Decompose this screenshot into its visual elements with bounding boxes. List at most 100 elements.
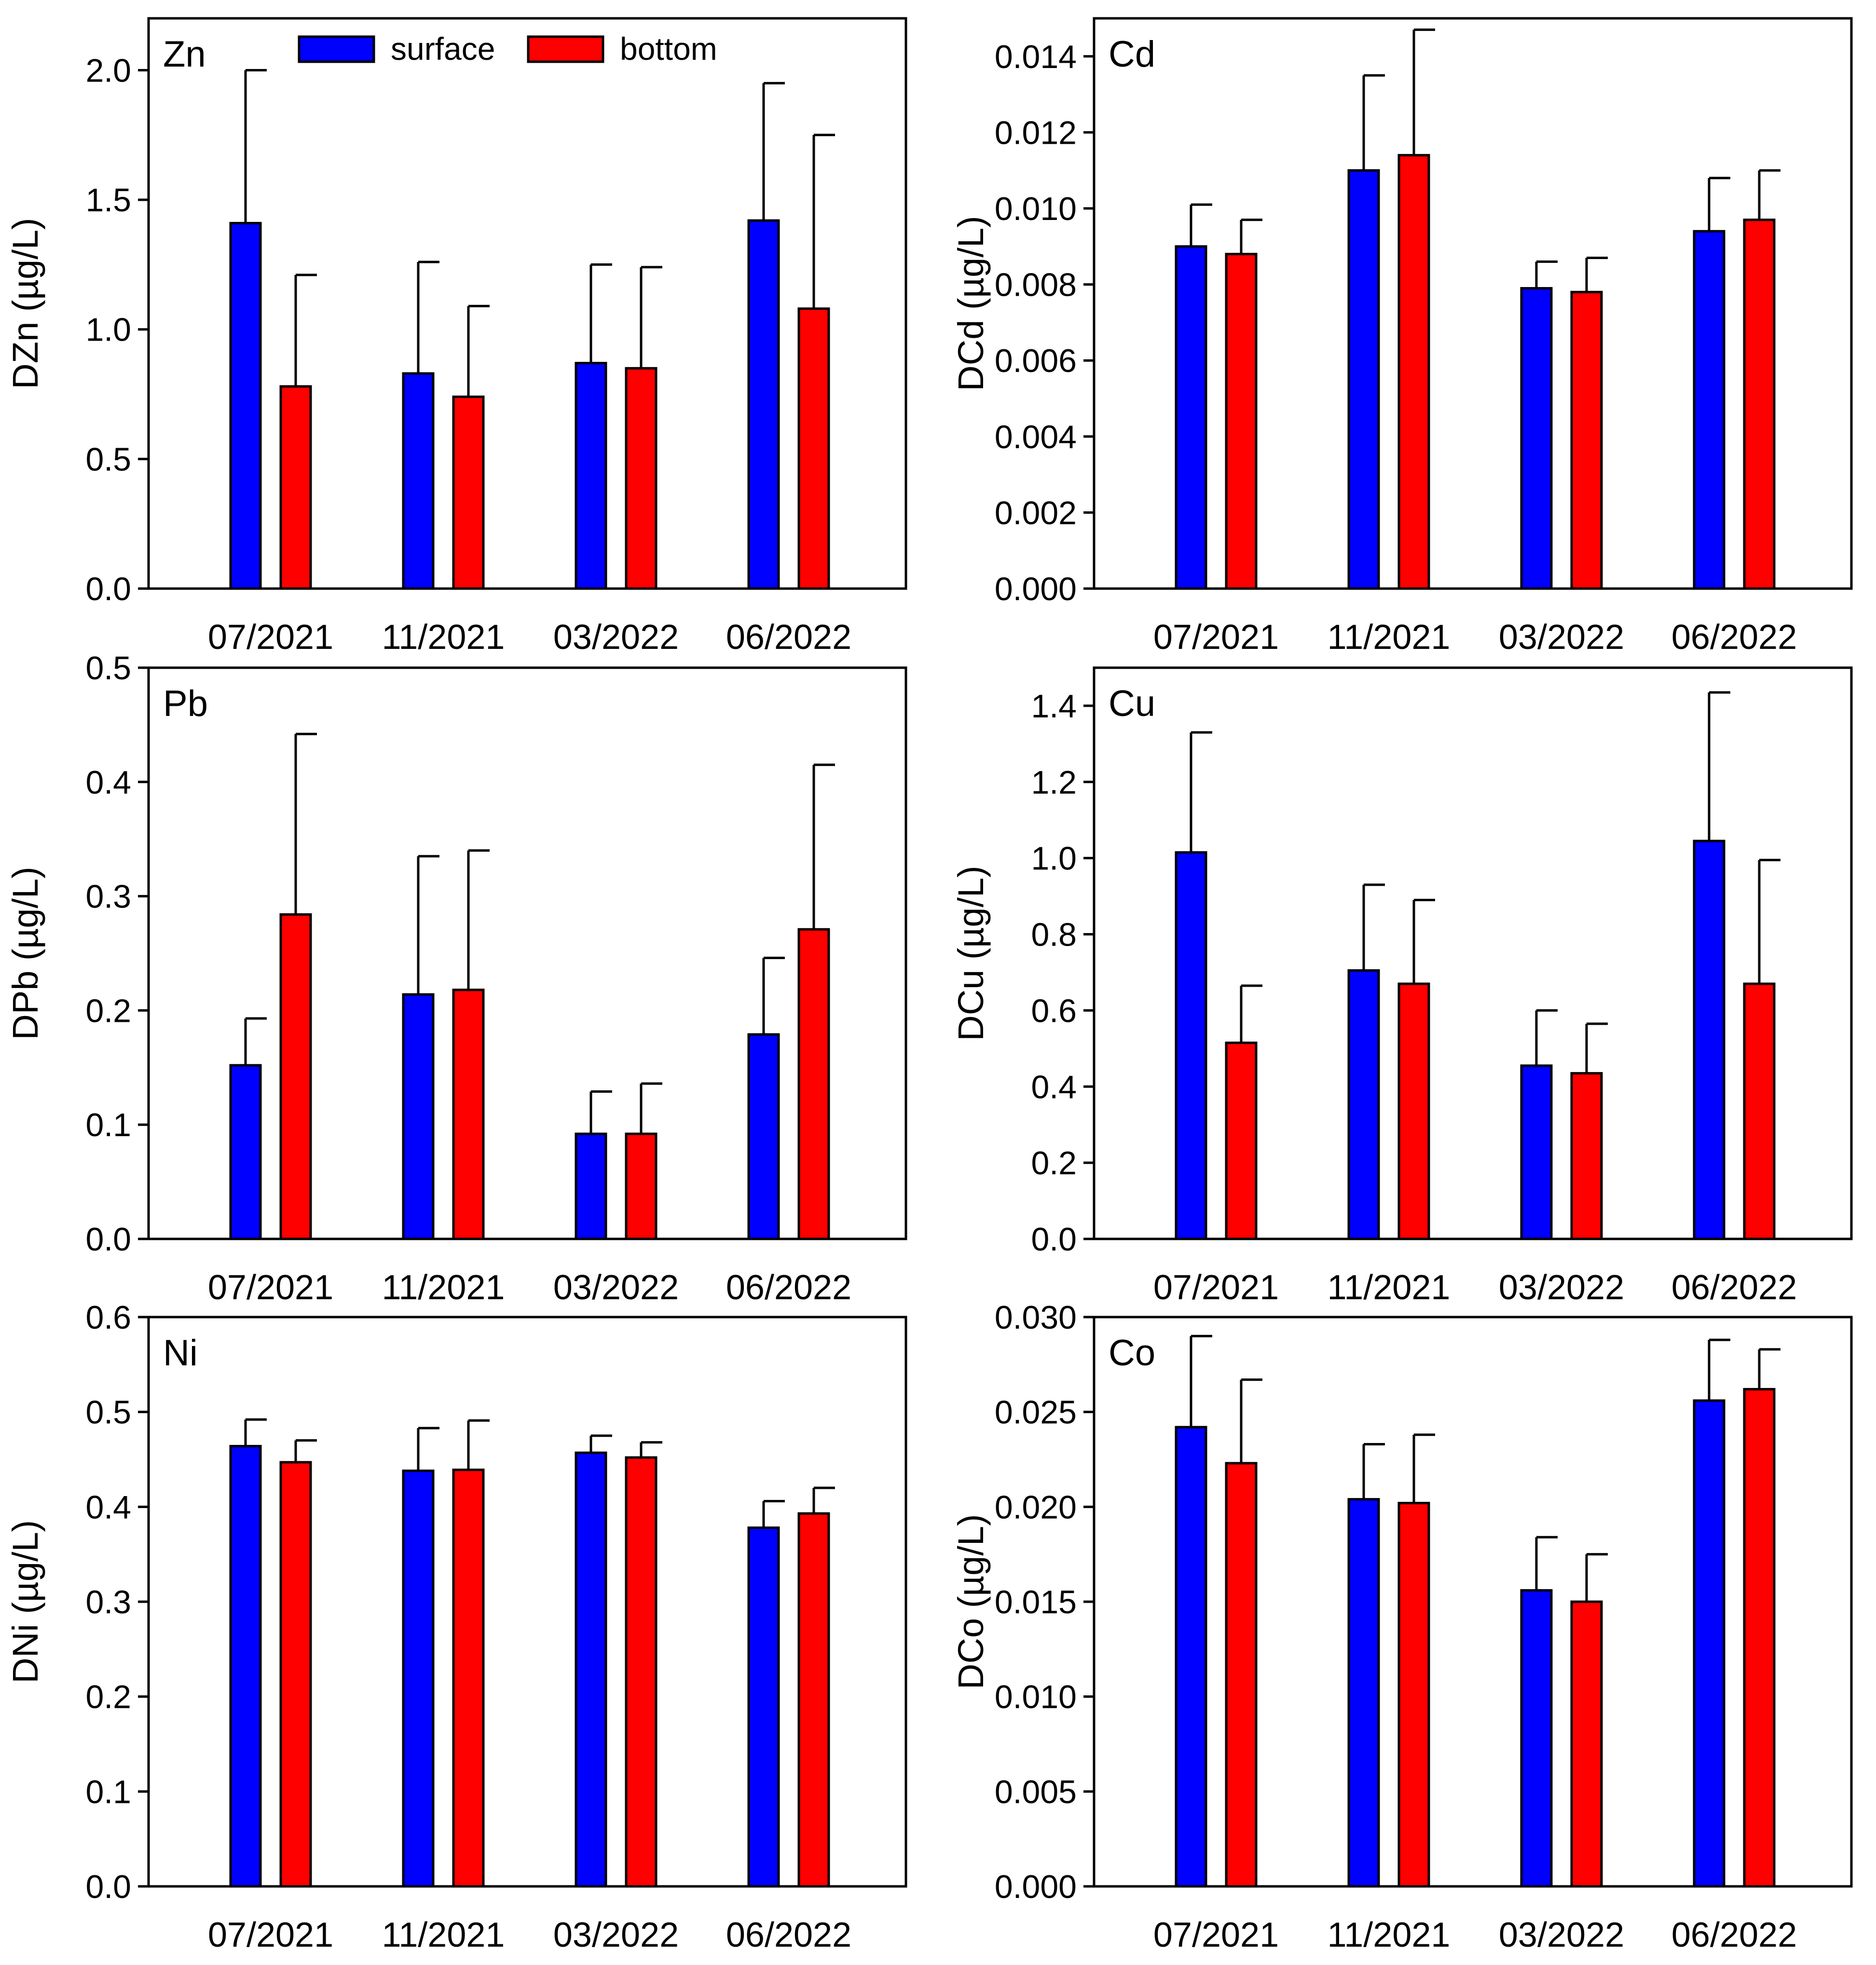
bar-bottom bbox=[1743, 1388, 1776, 1888]
bar-bottom bbox=[1570, 1072, 1603, 1240]
y-axis-title: DNi (µg/L) bbox=[5, 1520, 45, 1684]
x-category-label: 03/2022 bbox=[1499, 618, 1624, 657]
y-tick-label: 0.4 bbox=[85, 1489, 131, 1525]
y-axis-title: DPb (µg/L) bbox=[5, 866, 45, 1040]
x-category-label: 03/2022 bbox=[553, 618, 679, 657]
y-tick-label: 0.8 bbox=[1031, 917, 1077, 953]
plot-frame bbox=[1093, 666, 1853, 1240]
bar-surface bbox=[229, 221, 262, 590]
y-tick-label: 0.5 bbox=[85, 441, 131, 478]
panel-label: Zn bbox=[163, 34, 206, 75]
x-category-label: 11/2021 bbox=[1328, 1916, 1451, 1954]
bar-surface bbox=[1175, 851, 1207, 1240]
y-tick-label: 0.000 bbox=[995, 571, 1077, 607]
bar-surface bbox=[575, 1132, 607, 1240]
y-tick-label: 0.2 bbox=[1031, 1145, 1077, 1182]
bar-surface bbox=[1693, 839, 1725, 1240]
y-tick-label: 0.025 bbox=[995, 1394, 1077, 1431]
y-tick-label: 0.004 bbox=[995, 419, 1077, 455]
x-category-label: 06/2022 bbox=[726, 1916, 851, 1954]
y-axis-title: DZn (µg/L) bbox=[5, 218, 45, 389]
x-category-label: 07/2021 bbox=[1153, 1268, 1279, 1307]
bar-surface bbox=[1347, 1498, 1380, 1888]
y-tick-label: 1.5 bbox=[85, 182, 131, 219]
bar-surface bbox=[1520, 287, 1553, 590]
bar-bottom bbox=[797, 928, 830, 1240]
bar-bottom bbox=[625, 1132, 657, 1240]
chart-panel-zn: 0.0 0.5 1.0 1.5 2.0 DZn (µg/L) Zn 07/2021 11/202… bbox=[5, 17, 907, 657]
bar-surface bbox=[402, 993, 435, 1240]
bar-bottom bbox=[797, 307, 830, 590]
bar-surface bbox=[1175, 1426, 1207, 1888]
legend-label-bottom: bottom bbox=[620, 31, 717, 67]
y-tick-label: 2.0 bbox=[85, 52, 131, 89]
bar-bottom bbox=[452, 989, 485, 1240]
plot-frame bbox=[1093, 17, 1853, 590]
x-category-label: 06/2022 bbox=[726, 1268, 851, 1307]
x-category-label: 06/2022 bbox=[1671, 1916, 1797, 1954]
bar-surface bbox=[1520, 1589, 1553, 1888]
x-category-label: 03/2022 bbox=[553, 1916, 679, 1954]
bar-bottom bbox=[1397, 154, 1430, 590]
y-tick-label: 0.006 bbox=[995, 343, 1077, 379]
y-tick-label: 1.4 bbox=[1031, 688, 1077, 725]
bar-bottom bbox=[1743, 219, 1776, 590]
bar-surface bbox=[575, 1451, 607, 1888]
bar-bottom bbox=[1397, 1501, 1430, 1888]
plot-frame bbox=[1093, 1316, 1853, 1888]
bar-bottom bbox=[1225, 253, 1258, 590]
plot-frame bbox=[147, 666, 907, 1240]
x-category-label: 06/2022 bbox=[1671, 618, 1797, 657]
chart-panel-ni: 0.0 0.1 0.2 0.3 0.4 0.5 0.6 DNi (µg/L) Ni 07/2021… bbox=[5, 1299, 907, 1954]
bar-surface bbox=[1175, 245, 1207, 590]
panel-label: Cd bbox=[1109, 34, 1155, 75]
x-category-label: 07/2021 bbox=[208, 1268, 333, 1307]
y-tick-label: 0.008 bbox=[995, 267, 1077, 303]
y-tick-label: 0.010 bbox=[995, 1679, 1077, 1716]
legend-swatch-bottom bbox=[527, 35, 604, 63]
chart-panel-cd: 0.000 0.002 0.004 0.006 0.008 0.010 0.012 0.014… bbox=[951, 17, 1853, 657]
bar-bottom bbox=[1570, 290, 1603, 590]
y-tick-label: 0.030 bbox=[995, 1299, 1077, 1336]
y-tick-label: 0.015 bbox=[995, 1584, 1077, 1621]
bar-surface bbox=[402, 1470, 435, 1888]
bar-bottom bbox=[625, 1456, 657, 1888]
x-category-label: 07/2021 bbox=[208, 1916, 333, 1954]
bar-surface bbox=[402, 372, 435, 590]
y-tick-label: 0.012 bbox=[995, 114, 1077, 151]
bar-surface bbox=[1347, 169, 1380, 590]
bar-bottom bbox=[1397, 982, 1430, 1240]
x-category-label: 11/2021 bbox=[382, 1268, 505, 1307]
panel-label: Co bbox=[1109, 1333, 1155, 1374]
legend-swatch-surface bbox=[298, 35, 375, 63]
y-tick-label: 0.5 bbox=[85, 650, 131, 687]
panel-label: Ni bbox=[163, 1333, 198, 1374]
x-category-label: 07/2021 bbox=[1153, 618, 1279, 657]
bar-bottom bbox=[1225, 1462, 1258, 1888]
bar-surface bbox=[575, 362, 607, 590]
y-tick-label: 0.1 bbox=[85, 1107, 131, 1143]
y-tick-label: 0.002 bbox=[995, 495, 1077, 531]
bar-bottom bbox=[797, 1512, 830, 1888]
y-tick-label: 0.4 bbox=[1031, 1069, 1077, 1105]
chart-panel-pb: 0.0 0.1 0.2 0.3 0.4 0.5 DPb (µg/L) Pb 07/2021 11/… bbox=[5, 650, 907, 1307]
bar-surface bbox=[747, 219, 780, 590]
bar-surface bbox=[747, 1526, 780, 1888]
bar-surface bbox=[1693, 1399, 1725, 1888]
x-category-label: 03/2022 bbox=[1499, 1916, 1624, 1954]
bar-surface bbox=[1347, 969, 1380, 1240]
y-tick-label: 0.0 bbox=[85, 1221, 131, 1258]
y-tick-label: 0.014 bbox=[995, 39, 1077, 75]
panel-label: Pb bbox=[163, 683, 208, 724]
y-tick-label: 0.010 bbox=[995, 191, 1077, 227]
x-category-label: 06/2022 bbox=[1671, 1268, 1797, 1307]
bar-bottom bbox=[279, 913, 312, 1240]
bar-bottom bbox=[1570, 1600, 1603, 1888]
y-axis-title: DCo (µg/L) bbox=[951, 1514, 991, 1689]
plot-frame bbox=[147, 17, 907, 590]
x-category-label: 11/2021 bbox=[382, 1916, 505, 1954]
y-tick-label: 0.020 bbox=[995, 1489, 1077, 1525]
y-tick-label: 1.0 bbox=[1031, 840, 1077, 877]
bar-surface bbox=[1693, 230, 1725, 590]
y-tick-label: 0.1 bbox=[85, 1773, 131, 1810]
